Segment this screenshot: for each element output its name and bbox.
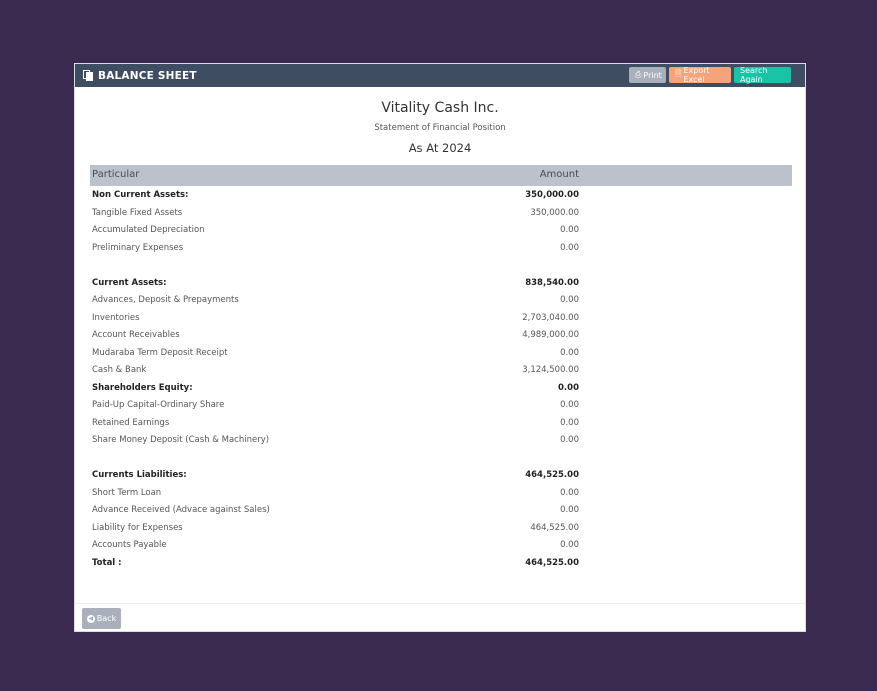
row-particular: Accumulated Depreciation	[92, 225, 205, 235]
section-row: Shareholders Equity: 0.00	[90, 379, 792, 397]
header-actions: ⎙ Print 🗎 Export Excel Search Again	[629, 66, 791, 84]
row-particular: Current Assets:	[92, 277, 167, 288]
row-particular: Non Current Assets:	[92, 190, 189, 200]
table-row: Inventories 2,703,040.00	[90, 309, 792, 327]
row-amount: 0.00	[560, 487, 579, 498]
table-row: Accounts Payable 0.00	[90, 536, 792, 554]
row-amount: 4,989,000.00	[522, 330, 579, 340]
table-row: Advances, Deposit & Prepayments 0.00	[90, 291, 792, 309]
row-amount: 0.00	[560, 417, 579, 428]
row-amount: 2,703,040.00	[522, 312, 579, 323]
report-date: As At 2024	[408, 141, 472, 155]
panel-title: BALANCE SHEET	[98, 69, 197, 82]
report-subtitle: Statement of Financial Position	[374, 123, 506, 133]
section-row: Non Current Assets: 350,000.00	[90, 186, 792, 204]
row-amount: 838,540.00	[525, 277, 579, 288]
row-amount: 0.00	[560, 225, 579, 235]
column-header-particular: Particular	[92, 169, 140, 180]
company-name: Vitality Cash Inc.	[381, 100, 499, 116]
row-particular: Shareholders Equity:	[92, 382, 193, 393]
row-particular: Preliminary Expenses	[92, 242, 184, 253]
table-row: Liability for Expenses 464,525.00	[90, 519, 792, 537]
search-again-button-label: Search Again	[740, 66, 768, 84]
row-particular: Advance Received (Advace against Sales)	[92, 505, 270, 515]
spacer-row	[90, 449, 792, 467]
section-row: Currents Liabilities: 464,525.00	[90, 466, 792, 484]
table-header: Particular Amount	[90, 165, 792, 186]
table-row: Cash & Bank 3,124,500.00	[90, 361, 792, 379]
balance-table-body: Non Current Assets: 350,000.00 Tangible Fi…	[90, 186, 792, 571]
table-row: Advance Received (Advace against Sales) 0…	[90, 501, 792, 519]
table-row: Retained Earnings 0.00	[90, 414, 792, 432]
row-particular: Paid-Up Capital-Ordinary Share	[92, 400, 225, 410]
column-header-amount: Amount	[539, 169, 579, 180]
row-particular: Advances, Deposit & Prepayments	[92, 295, 239, 305]
table-row: Tangible Fixed Assets 350,000.00	[90, 204, 792, 222]
row-particular: Short Term Loan	[92, 487, 162, 498]
table-row: Mudaraba Term Deposit Receipt 0.00	[90, 344, 792, 362]
row-amount: 464,525.00	[525, 557, 579, 568]
print-button-label: Print	[643, 70, 662, 80]
balance-sheet-panel: BALANCE SHEET ⎙ Print 🗎 Export Excel Sea…	[74, 63, 806, 632]
row-particular: Tangible Fixed Assets	[92, 207, 183, 218]
row-particular: Liability for Expenses	[92, 522, 183, 533]
print-icon: ⎙	[635, 70, 642, 79]
section-row: Total : 464,525.00	[90, 554, 792, 572]
row-amount: 0.00	[560, 347, 579, 358]
balance-sheet-icon	[83, 70, 93, 81]
row-amount: 3,124,500.00	[522, 365, 579, 375]
table-row: Share Money Deposit (Cash & Machinery) 0.…	[90, 431, 792, 449]
row-particular: Cash & Bank	[92, 365, 147, 375]
footer-divider	[75, 603, 805, 604]
row-particular: Account Receivables	[92, 330, 180, 340]
row-amount: 0.00	[560, 242, 579, 253]
back-button-label: Back	[96, 614, 117, 623]
row-particular: Mudaraba Term Deposit Receipt	[92, 347, 228, 358]
row-amount: 350,000.00	[525, 190, 579, 200]
row-amount: 464,525.00	[530, 522, 579, 533]
row-amount: 0.00	[560, 540, 579, 550]
back-button[interactable]: ◀ Back	[82, 608, 121, 629]
row-amount: 0.00	[560, 400, 579, 410]
row-amount: 0.00	[558, 382, 579, 393]
table-row: Paid-Up Capital-Ordinary Share 0.00	[90, 396, 792, 414]
panel-header: BALANCE SHEET ⎙ Print 🗎 Export Excel Sea…	[75, 64, 805, 87]
row-amount: 0.00	[560, 505, 579, 515]
row-particular: Accounts Payable	[92, 540, 167, 550]
row-amount: 0.00	[560, 435, 579, 445]
row-amount: 350,000.00	[530, 207, 579, 218]
excel-file-icon: 🗎	[675, 69, 682, 78]
section-row: Current Assets: 838,540.00	[90, 274, 792, 292]
row-amount: 464,525.00	[525, 470, 579, 480]
print-button[interactable]: ⎙ Print	[629, 67, 666, 83]
row-particular: Share Money Deposit (Cash & Machinery)	[92, 435, 270, 445]
spacer-row	[90, 256, 792, 274]
row-particular: Total :	[92, 557, 122, 568]
export-excel-button[interactable]: 🗎 Export Excel	[669, 66, 731, 84]
row-particular: Currents Liabilities:	[92, 470, 187, 480]
search-again-button[interactable]: Search Again	[734, 66, 791, 84]
table-row: Preliminary Expenses 0.00	[90, 239, 792, 257]
row-particular: Inventories	[92, 312, 140, 323]
table-row: Short Term Loan 0.00	[90, 484, 792, 502]
back-arrow-icon: ◀	[86, 614, 95, 623]
row-particular: Retained Earnings	[92, 417, 170, 428]
export-excel-button-label: Export Excel	[683, 66, 710, 84]
table-row: Accumulated Depreciation 0.00	[90, 221, 792, 239]
table-row: Account Receivables 4,989,000.00	[90, 326, 792, 344]
row-amount: 0.00	[560, 295, 579, 305]
